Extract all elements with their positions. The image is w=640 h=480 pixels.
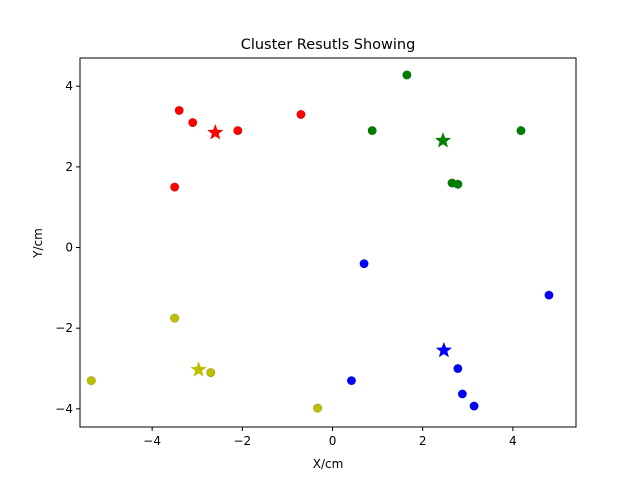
data-point	[469, 401, 479, 411]
y-axis-label: Y/cm	[31, 228, 45, 259]
data-point	[174, 105, 184, 116]
data-point	[296, 109, 306, 120]
chart-title: Cluster Resutls Showing	[241, 37, 416, 53]
y-tick-label: 2	[65, 160, 73, 174]
data-point	[346, 376, 357, 386]
x-tick-label: 4	[509, 434, 517, 448]
x-tick-label: 0	[329, 434, 337, 448]
data-point	[544, 290, 554, 300]
y-tick-label: −2	[55, 321, 73, 335]
y-tick-label: 4	[65, 79, 73, 93]
centroid-markers	[190, 124, 452, 377]
data-point	[457, 389, 467, 399]
centroid-star	[434, 132, 452, 148]
data-point	[188, 117, 198, 128]
x-tick-label: −4	[143, 434, 161, 448]
x-tick-label: 2	[419, 434, 427, 448]
data-point	[402, 70, 412, 80]
data-point	[453, 179, 463, 189]
plot-frame	[79, 57, 577, 428]
data-point	[233, 125, 243, 136]
data-point	[313, 403, 323, 413]
data-point	[359, 259, 369, 269]
data-point	[86, 376, 96, 386]
centroid-star	[435, 341, 452, 358]
data-point	[453, 363, 463, 374]
data-point	[170, 182, 180, 192]
y-tick-label: −4	[55, 402, 73, 416]
data-point	[516, 125, 526, 136]
centroid-star	[207, 124, 224, 140]
x-axis-label: X/cm	[313, 457, 344, 471]
data-points	[86, 70, 554, 413]
x-tick-label: −2	[233, 434, 251, 448]
centroid-star	[190, 361, 207, 377]
axis-ticks: −4 −2 0 2 4 −4 −2 0 2 4	[55, 79, 516, 448]
y-tick-label: 0	[65, 241, 73, 255]
data-point	[206, 367, 216, 378]
data-point	[170, 313, 180, 323]
data-point	[367, 125, 377, 136]
